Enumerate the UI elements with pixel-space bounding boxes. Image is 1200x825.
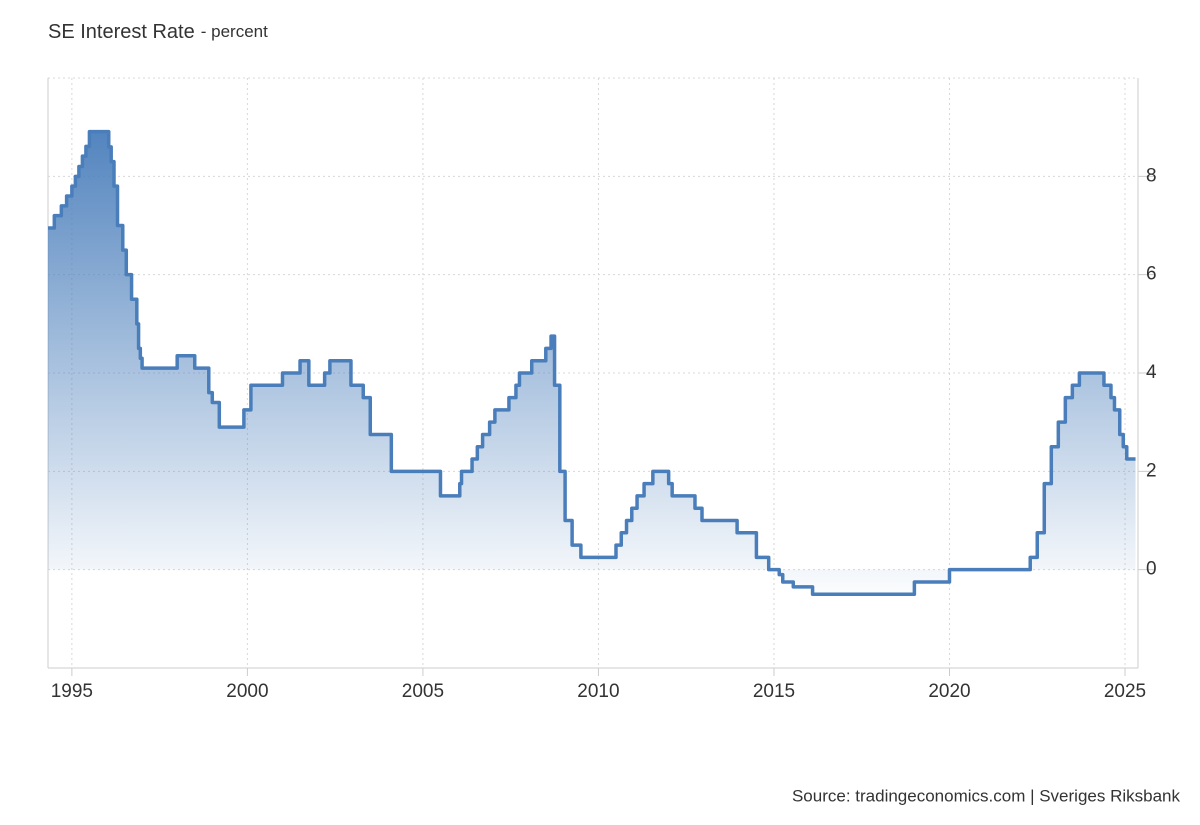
x-tick-label: 2005 (402, 681, 444, 702)
x-tick-label: 2025 (1104, 681, 1146, 702)
y-tick-label: 8 (1146, 165, 1157, 186)
y-tick-label: 2 (1146, 460, 1157, 481)
y-tick-label: 4 (1146, 362, 1157, 383)
chart-subtitle: - percent (201, 22, 268, 41)
area (48, 131, 1136, 595)
y-tick-label: 6 (1146, 264, 1157, 285)
x-tick-label: 2015 (753, 681, 795, 702)
x-tick-label: 2020 (928, 681, 970, 702)
chart-title: SE Interest Rate (48, 21, 195, 43)
x-tick-label: 1995 (51, 681, 93, 702)
y-tick-label: 0 (1146, 559, 1157, 580)
x-tick-label: 2010 (577, 681, 619, 702)
x-tick-label: 2000 (226, 681, 268, 702)
line (48, 129, 1136, 596)
chart-title-group: SE Interest Rate - percent (48, 21, 268, 43)
source: Source: tradingeconomics.com | Sveriges … (792, 786, 1181, 805)
